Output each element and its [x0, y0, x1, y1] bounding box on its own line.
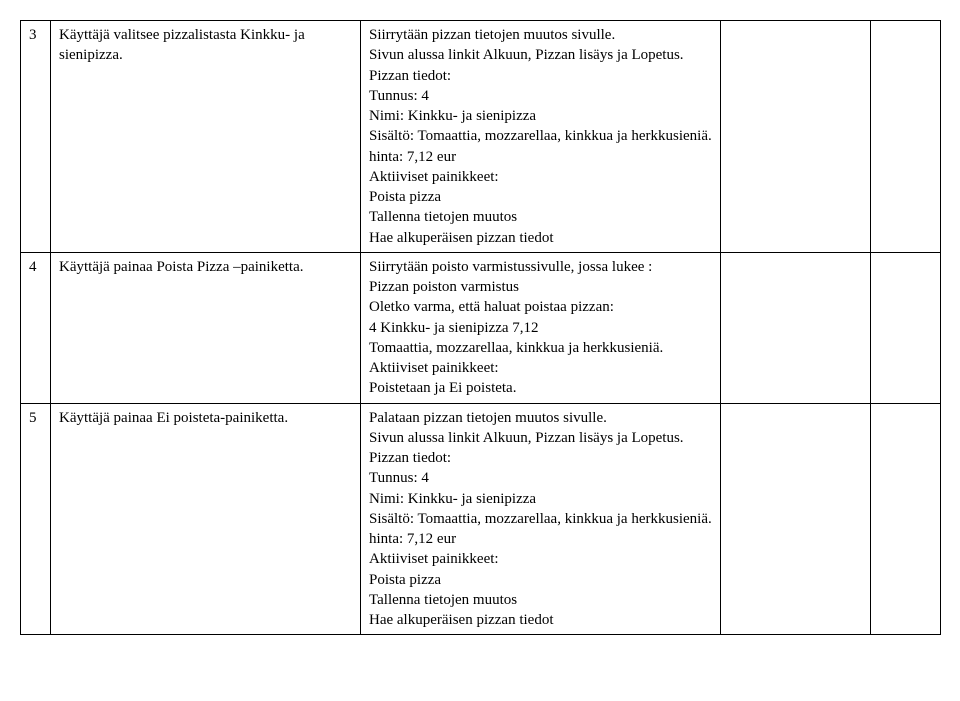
step-action: Käyttäjä painaa Ei poisteta-painiketta.: [51, 403, 361, 635]
step-action: Käyttäjä painaa Poista Pizza –painiketta…: [51, 252, 361, 403]
step-action: Käyttäjä valitsee pizzalistasta Kinkku- …: [51, 21, 361, 253]
blank-cell: [721, 252, 871, 403]
test-steps-table: 3 Käyttäjä valitsee pizzalistasta Kinkku…: [20, 20, 941, 635]
table-row: 3 Käyttäjä valitsee pizzalistasta Kinkku…: [21, 21, 941, 253]
step-result: Siirrytään poisto varmistussivulle, joss…: [361, 252, 721, 403]
blank-cell: [871, 252, 941, 403]
blank-cell: [871, 403, 941, 635]
step-number: 4: [21, 252, 51, 403]
blank-cell: [721, 403, 871, 635]
step-number: 5: [21, 403, 51, 635]
step-number: 3: [21, 21, 51, 253]
blank-cell: [871, 21, 941, 253]
blank-cell: [721, 21, 871, 253]
step-result: Palataan pizzan tietojen muutos sivulle.…: [361, 403, 721, 635]
table-row: 5 Käyttäjä painaa Ei poisteta-painiketta…: [21, 403, 941, 635]
step-result: Siirrytään pizzan tietojen muutos sivull…: [361, 21, 721, 253]
table-row: 4 Käyttäjä painaa Poista Pizza –painiket…: [21, 252, 941, 403]
